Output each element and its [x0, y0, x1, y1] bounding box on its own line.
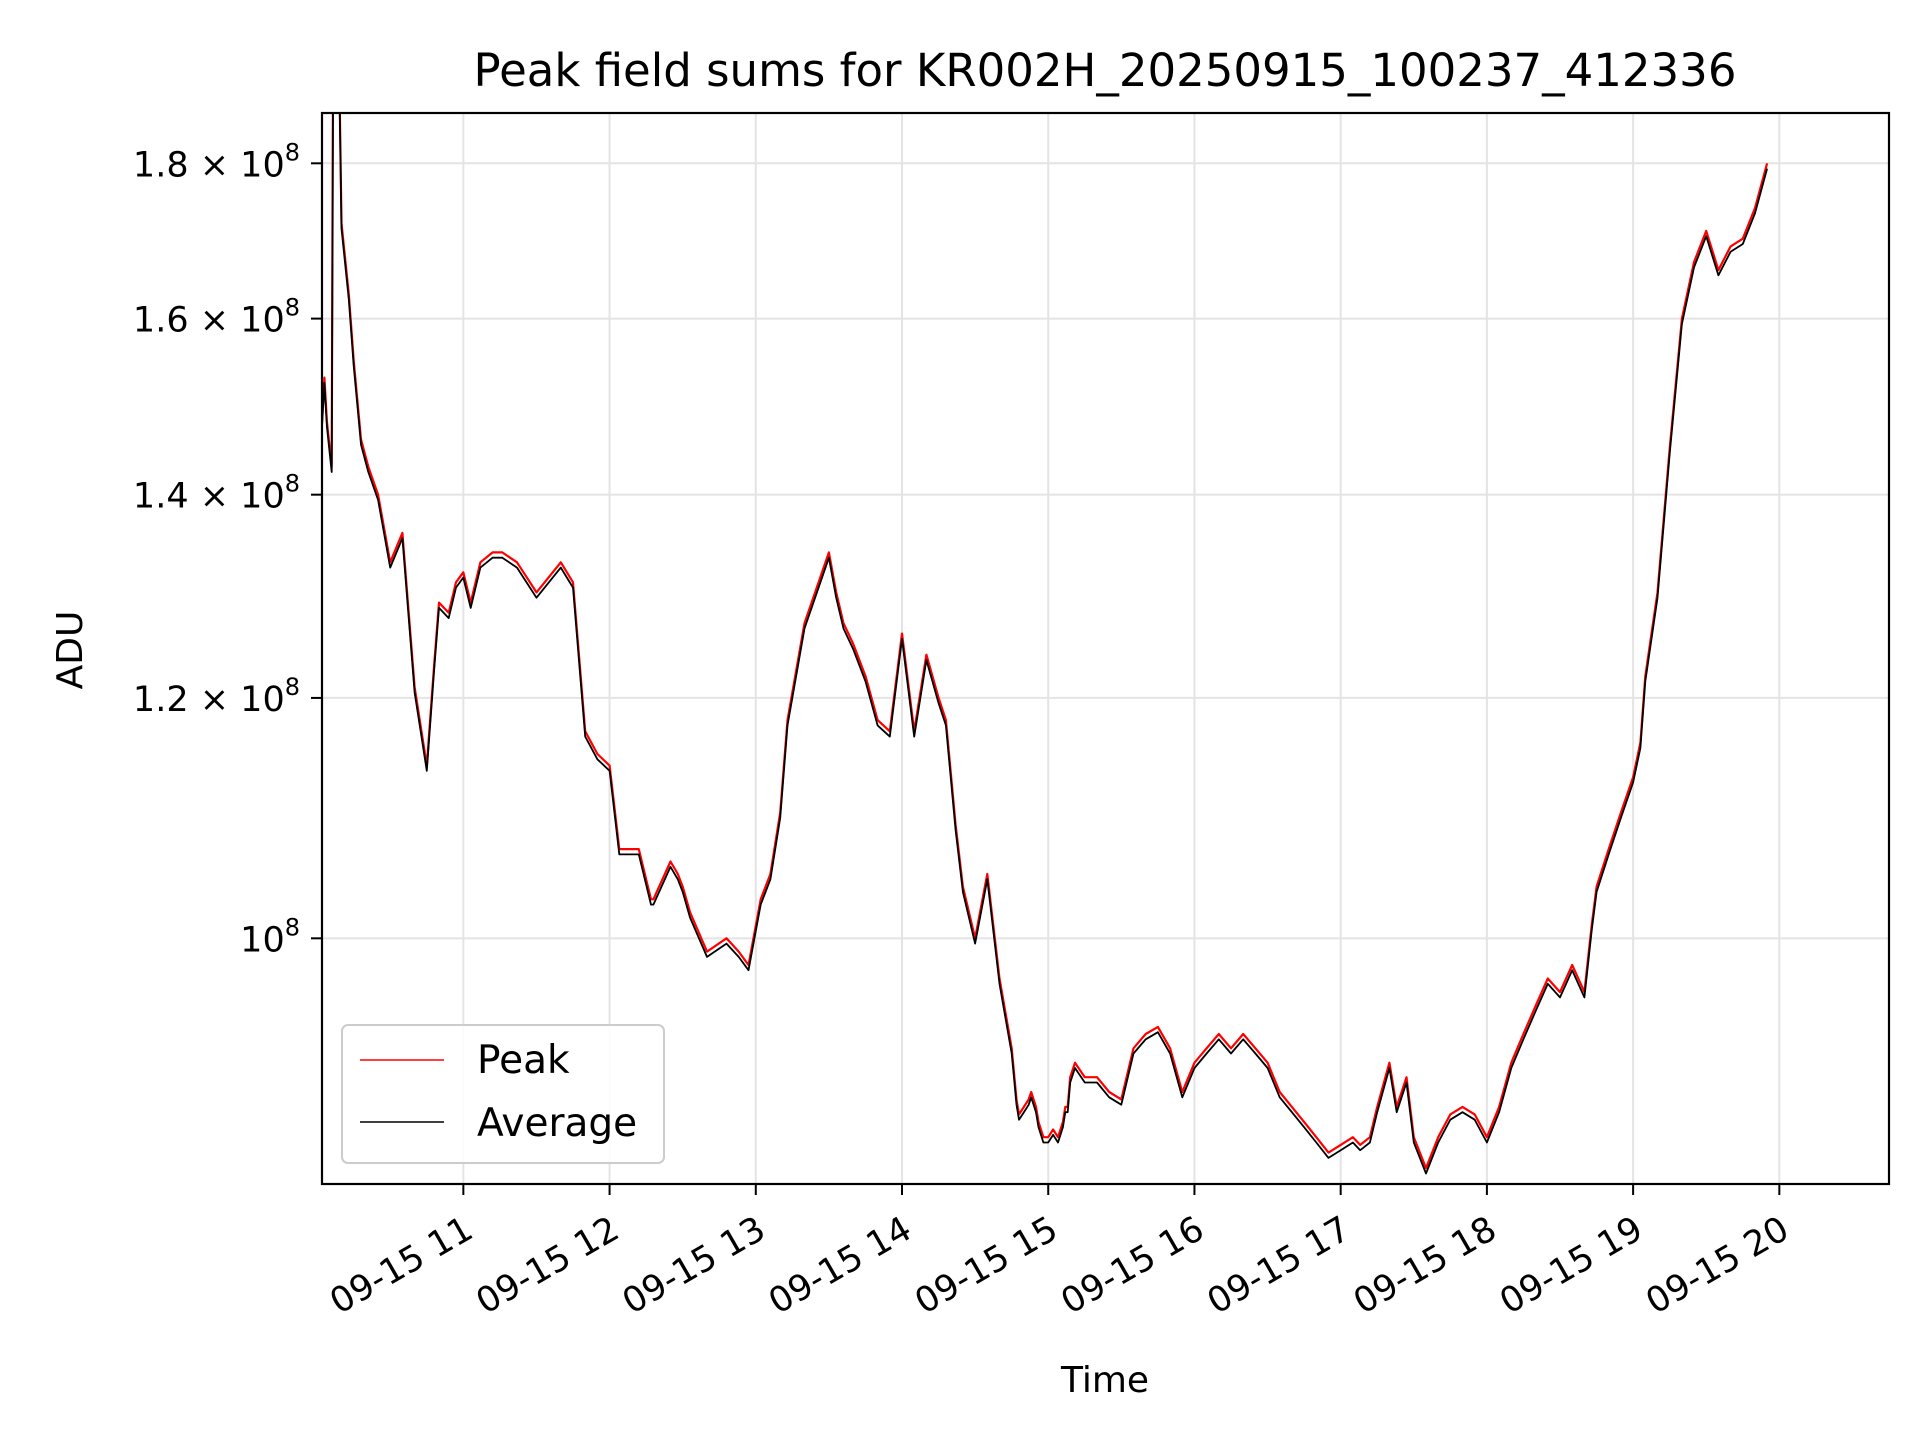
y-tick-exponent: 8 [285, 138, 300, 166]
y-tick-label: 1.6 × 108 [133, 294, 300, 341]
y-tick-label: 1.2 × 108 [133, 673, 300, 720]
legend: Peak Average [341, 1024, 665, 1164]
series-line-peak [322, 113, 1769, 1170]
series-line-average [322, 113, 1768, 1175]
y-tick-mantissa: 1.2 × [133, 680, 240, 720]
y-tick-mantissa: 1.4 × [133, 477, 240, 517]
y-tick-label: 108 [240, 913, 300, 960]
y-tick-base: 10 [240, 145, 285, 185]
y-tick-exponent: 8 [285, 913, 300, 941]
y-tick-base: 10 [240, 920, 285, 960]
y-axis-label: ADU [50, 611, 91, 690]
y-tick-mantissa: 1.8 × [133, 145, 240, 185]
y-tick-base: 10 [240, 680, 285, 720]
y-tick-exponent: 8 [285, 294, 300, 322]
y-tick-exponent: 8 [285, 673, 300, 701]
y-tick-label: 1.4 × 108 [133, 470, 300, 517]
y-tick-label: 1.8 × 108 [133, 138, 300, 185]
data-series [322, 113, 1769, 1175]
plot-frame [320, 111, 1891, 1186]
y-tick-base: 10 [240, 477, 285, 517]
legend-label-average: Average [477, 1101, 637, 1146]
y-tick-base: 10 [240, 301, 285, 341]
chart-title: Peak field sums for KR002H_20250915_1002… [474, 44, 1737, 97]
legend-label-peak: Peak [477, 1038, 570, 1083]
y-tick-exponent: 8 [285, 470, 300, 498]
grid-lines [322, 113, 1889, 1184]
y-tick-mantissa: 1.6 × [133, 301, 240, 341]
x-axis-label: Time [1060, 1360, 1149, 1401]
